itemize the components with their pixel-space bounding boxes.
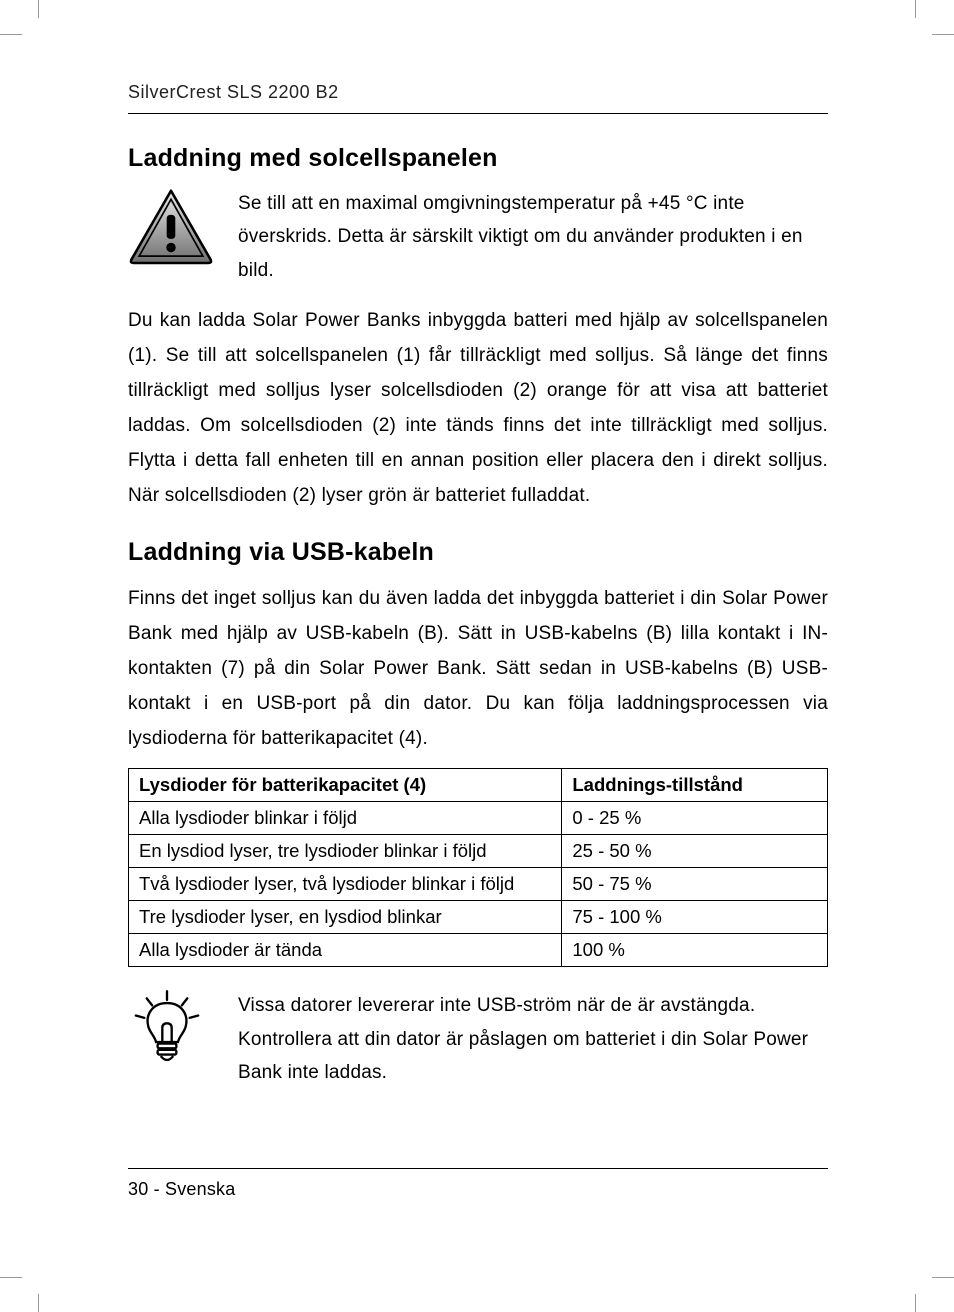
crop-mark: [915, 0, 916, 18]
warning-callout: Se till att en maximal omgivningstempera…: [128, 187, 828, 287]
crop-mark: [0, 1277, 22, 1278]
table-cell: Två lysdioder lyser, två lysdioder blink…: [129, 868, 562, 901]
table-row: Tre lysdioder lyser, en lysdiod blinkar …: [129, 901, 828, 934]
table-cell: 50 - 75 %: [562, 868, 828, 901]
table-row: Alla lysdioder är tända 100 %: [129, 934, 828, 967]
led-table: Lysdioder för batterikapacitet (4) Laddn…: [128, 768, 828, 967]
lightbulb-icon: [128, 989, 214, 1072]
crop-mark: [38, 0, 39, 18]
page: SilverCrest SLS 2200 B2 Laddning med sol…: [0, 0, 954, 1312]
heading-usb: Laddning via USB-kabeln: [128, 538, 828, 567]
note-text: Vissa datorer levererar inte USB-ström n…: [238, 989, 828, 1089]
table-cell: Tre lysdioder lyser, en lysdiod blinkar: [129, 901, 562, 934]
warning-text: Se till att en maximal omgivningstempera…: [238, 187, 828, 287]
body-usb: Finns det inget solljus kan du även ladd…: [128, 581, 828, 757]
crop-mark: [915, 1294, 916, 1312]
heading-solar: Laddning med solcellspanelen: [128, 144, 828, 173]
note-callout: Vissa datorer levererar inte USB-ström n…: [128, 989, 828, 1089]
table-header-cell: Laddnings-tillstånd: [562, 769, 828, 802]
table-header-row: Lysdioder för batterikapacitet (4) Laddn…: [129, 769, 828, 802]
table-cell: 25 - 50 %: [562, 835, 828, 868]
table-row: En lysdiod lyser, tre lysdioder blinkar …: [129, 835, 828, 868]
warning-icon: [128, 187, 214, 270]
table-cell: Alla lysdioder blinkar i följd: [129, 802, 562, 835]
crop-mark: [932, 34, 954, 35]
page-content: SilverCrest SLS 2200 B2 Laddning med sol…: [128, 82, 828, 1105]
crop-mark: [38, 1294, 39, 1312]
table-cell: 0 - 25 %: [562, 802, 828, 835]
page-footer: 30 - Svenska: [128, 1168, 828, 1200]
table-cell: 75 - 100 %: [562, 901, 828, 934]
table-cell: Alla lysdioder är tända: [129, 934, 562, 967]
table-cell: En lysdiod lyser, tre lysdioder blinkar …: [129, 835, 562, 868]
table-cell: 100 %: [562, 934, 828, 967]
crop-mark: [932, 1277, 954, 1278]
table-header-cell: Lysdioder för batterikapacitet (4): [129, 769, 562, 802]
table-row: Två lysdioder lyser, två lysdioder blink…: [129, 868, 828, 901]
body-solar: Du kan ladda Solar Power Banks inbyggda …: [128, 303, 828, 514]
footer-text: 30 - Svenska: [128, 1168, 828, 1200]
running-header: SilverCrest SLS 2200 B2: [128, 82, 828, 114]
table-row: Alla lysdioder blinkar i följd 0 - 25 %: [129, 802, 828, 835]
crop-mark: [0, 34, 22, 35]
